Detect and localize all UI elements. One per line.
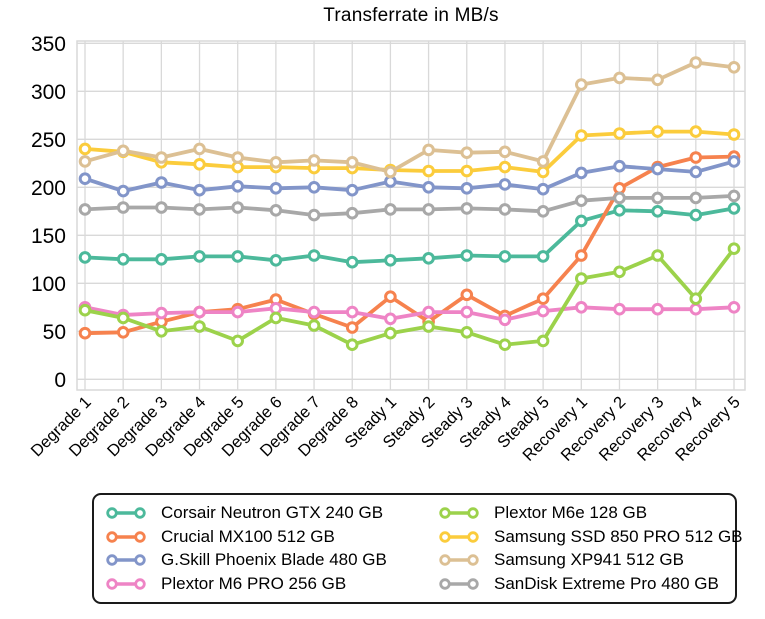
legend-marker-icon xyxy=(106,507,146,519)
legend-item-label: Samsung SSD 850 PRO 512 GB xyxy=(494,526,743,546)
y-tick-label: 200 xyxy=(31,177,66,200)
legend-marker-icon xyxy=(439,507,479,519)
legend-item: Crucial MX100 512 GB xyxy=(106,527,439,547)
y-tick-label: 50 xyxy=(43,321,66,344)
series-points-sandisk-extreme-pro-480-gb xyxy=(78,189,741,222)
y-tick-label: 100 xyxy=(31,273,66,296)
legend-item-label: G.Skill Phoenix Blade 480 GB xyxy=(161,550,387,570)
legend-item: SanDisk Extreme Pro 480 GB xyxy=(439,574,743,594)
legend-item-label: Plextor M6e 128 GB xyxy=(494,502,648,522)
gridlines xyxy=(77,41,745,390)
legend-item: Corsair Neutron GTX 240 GB xyxy=(106,503,439,523)
legend-item: Plextor M6e 128 GB xyxy=(439,503,743,523)
legend-item-label: SanDisk Extreme Pro 480 GB xyxy=(494,574,719,594)
legend-marker-icon xyxy=(439,578,479,590)
legend-box: Corsair Neutron GTX 240 GB Crucial MX100 … xyxy=(92,493,743,604)
legend-item: Samsung XP941 512 GB xyxy=(439,550,743,570)
plot-border xyxy=(76,40,746,391)
y-tick-label: 0 xyxy=(54,369,66,392)
legend-marker-icon xyxy=(439,554,479,567)
chart-title: Transferrate in MB/s xyxy=(323,5,499,26)
series-line-plextor-m6e-128-gb xyxy=(83,246,736,347)
series-points-plextor-m6e-128-gb xyxy=(78,242,741,352)
y-tick-label: 150 xyxy=(31,225,66,248)
legend-marker-icon xyxy=(439,530,479,543)
series-line-plextor-m6-pro-256-gb xyxy=(83,305,736,322)
legend-item: Samsung SSD 850 PRO 512 GB xyxy=(439,527,743,547)
legend-item-label: Crucial MX100 512 GB xyxy=(161,526,335,546)
y-tick-label: 250 xyxy=(31,129,66,152)
legend-marker-icon xyxy=(106,530,146,543)
series-points-samsung-xp941-512-gb xyxy=(78,56,741,179)
legend-item-label: Corsair Neutron GTX 240 GB xyxy=(161,502,384,522)
y-tick-label: 300 xyxy=(31,81,66,104)
legend-item: G.Skill Phoenix Blade 480 GB xyxy=(106,550,439,570)
legend-marker-icon xyxy=(106,554,146,567)
series-line-samsung-ssd-850-pro-512-gb xyxy=(83,129,736,174)
legend-item-label: Samsung XP941 512 GB xyxy=(494,550,684,570)
legend-item-label: Plextor M6 PRO 256 GB xyxy=(161,574,347,594)
y-axis: 0 50 100 150 200 250 300 350 xyxy=(31,33,66,392)
series-line-g-skill-phoenix-blade-480-gb xyxy=(83,159,736,193)
series-line-samsung-xp941-512-gb xyxy=(83,60,736,174)
series-line-sandisk-extreme-pro-480-gb xyxy=(83,194,736,217)
y-tick-label: 350 xyxy=(31,33,66,56)
series-line-corsair-neutron-gtx-240-gb xyxy=(83,206,736,265)
series-points-g-skill-phoenix-blade-480-gb xyxy=(78,155,741,198)
legend-item: Plextor M6 PRO 256 GB xyxy=(106,574,439,594)
legend-marker-icon xyxy=(106,578,146,590)
series-points-corsair-neutron-gtx-240-gb xyxy=(78,202,741,269)
